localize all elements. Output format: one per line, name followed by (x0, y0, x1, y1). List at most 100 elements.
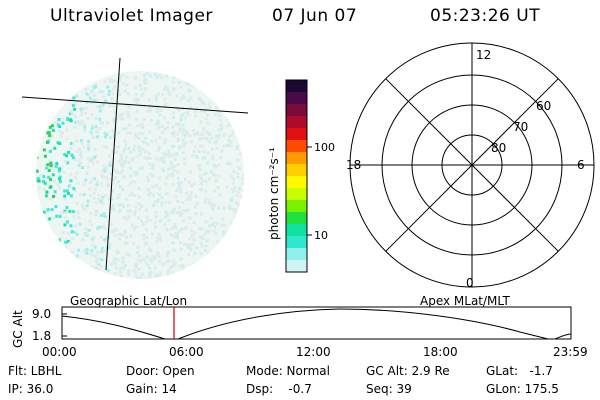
speckle (59, 135, 63, 139)
speckle (113, 262, 117, 265)
speckle (145, 109, 149, 113)
speckle (127, 161, 131, 165)
speckle (159, 109, 163, 113)
speckle (132, 213, 136, 216)
speckle (163, 97, 167, 101)
speckle (181, 263, 185, 267)
speckle (62, 171, 66, 175)
speckle (203, 232, 207, 236)
speckle (156, 199, 159, 203)
speckle (145, 255, 149, 259)
speckle (58, 177, 61, 181)
speckle (116, 145, 120, 149)
speckle (198, 98, 202, 102)
speckle (132, 148, 136, 152)
speckle (97, 197, 101, 201)
speckle-bright (52, 195, 55, 198)
speckle (237, 205, 241, 209)
speckle (218, 114, 222, 118)
speckle (84, 178, 88, 182)
speckle (57, 238, 61, 242)
speckle (102, 164, 106, 168)
speckle-bright (36, 150, 37, 154)
speckle (230, 197, 234, 200)
speckle (151, 163, 155, 167)
speckle (39, 174, 43, 177)
speckle (178, 184, 181, 188)
speckle (79, 156, 83, 160)
speckle (202, 150, 206, 154)
speckle (172, 76, 176, 80)
speckle (94, 125, 98, 129)
speckle (217, 133, 221, 137)
speckle (61, 121, 65, 125)
speckle (172, 134, 176, 138)
speckle (108, 154, 112, 158)
speckle (178, 129, 182, 133)
speckle (201, 145, 205, 148)
speckle (99, 236, 103, 239)
speckle (68, 241, 72, 245)
speckle (217, 163, 221, 167)
speckle (119, 154, 123, 157)
speckle (92, 99, 96, 103)
speckle (87, 139, 91, 143)
speckle (63, 223, 67, 227)
speckle (158, 274, 161, 278)
speckle (173, 157, 177, 161)
speckle (236, 203, 240, 207)
speckle (137, 202, 141, 206)
speckle (156, 119, 160, 123)
speckle (200, 132, 204, 136)
speckle (154, 98, 158, 102)
speckle (176, 163, 180, 166)
speckle (179, 97, 183, 101)
timeline-xtick-0600: 06:00 (169, 345, 204, 359)
speckle (111, 103, 115, 107)
speckle (167, 200, 171, 204)
speckle (206, 161, 210, 165)
speckle (154, 157, 158, 161)
speckle (190, 229, 194, 233)
speckle (145, 220, 149, 224)
timeline-frame (61, 306, 572, 340)
speckle (72, 210, 75, 214)
speckle (235, 193, 239, 197)
speckle (138, 208, 142, 211)
speckle (104, 99, 107, 103)
speckle (132, 268, 136, 272)
speckle (166, 259, 169, 263)
speckle (176, 199, 180, 203)
speckle (201, 237, 205, 241)
speckle (123, 241, 127, 245)
speckle (199, 120, 203, 124)
speckle (145, 277, 149, 279)
speckle (207, 224, 211, 228)
speckle (53, 179, 56, 183)
speckle (92, 86, 96, 90)
speckle (227, 138, 231, 142)
speckle-bright (36, 156, 39, 160)
speckle (193, 205, 197, 209)
polar-labels: 12 18 6 0 60 70 80 (346, 48, 585, 290)
speckle (53, 146, 57, 150)
speckle (204, 180, 208, 184)
speckle (192, 129, 196, 132)
speckle (91, 161, 95, 165)
speckle (134, 274, 138, 278)
speckle (127, 105, 131, 109)
speckle (185, 198, 189, 202)
speckle (217, 136, 221, 140)
speckle (201, 100, 205, 103)
speckle (82, 122, 86, 126)
speckle (70, 230, 74, 234)
speckle (142, 117, 146, 121)
speckle (104, 135, 107, 139)
speckle (109, 172, 113, 176)
speckle (153, 274, 157, 278)
speckle (112, 178, 116, 182)
speckle (134, 265, 138, 269)
colorbar-cell (286, 152, 307, 165)
speckle (214, 113, 218, 117)
speckle (42, 175, 46, 178)
